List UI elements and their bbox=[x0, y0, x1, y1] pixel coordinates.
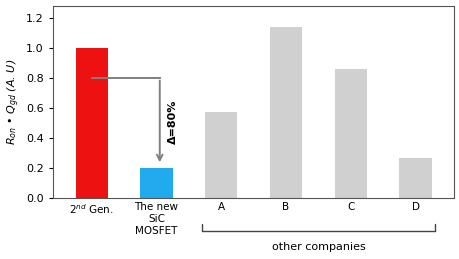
Text: Δ=80%: Δ=80% bbox=[167, 99, 177, 144]
Bar bbox=[269, 27, 302, 198]
Bar bbox=[398, 158, 431, 198]
Bar bbox=[334, 69, 366, 198]
Bar bbox=[75, 48, 108, 198]
Y-axis label: $R_{on}$ • $Q_{gd}$ (A. U): $R_{on}$ • $Q_{gd}$ (A. U) bbox=[6, 59, 22, 145]
Bar bbox=[205, 112, 237, 198]
Text: other companies: other companies bbox=[271, 242, 364, 252]
Bar bbox=[140, 168, 172, 198]
